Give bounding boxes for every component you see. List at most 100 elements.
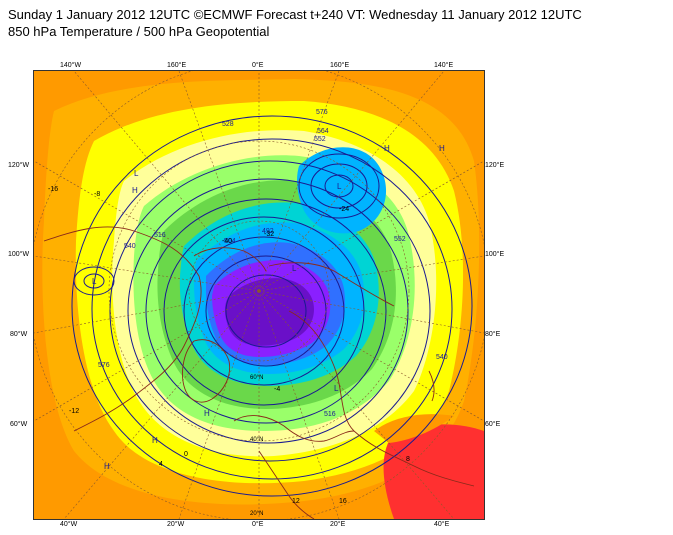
temperature-label: -32 [264, 231, 274, 238]
coast-asia [288, 310, 475, 487]
temperature-label: -24 [339, 206, 349, 213]
forecast-title: Sunday 1 January 2012 12UTC ©ECMWF Forec… [8, 7, 582, 22]
contour-west-low-2 [83, 273, 105, 289]
contour-label-layer: 528 552 564 576 540 516 504 492 576 552 … [98, 109, 448, 418]
meridian-160e [258, 71, 340, 292]
tick-bottom-4: 40°E [434, 521, 450, 528]
contour-9 [225, 274, 307, 348]
pressure-center: L [292, 264, 297, 273]
contour-6 [163, 216, 365, 406]
pressure-center: H [152, 436, 158, 445]
contour-label: 516 [154, 232, 166, 239]
meridian-120w [34, 160, 260, 292]
coast-japan [428, 370, 435, 402]
contour-label: 576 [98, 362, 110, 369]
meridian-120e [258, 160, 484, 292]
tick-bottom-2: 0°E [252, 521, 264, 528]
pressure-center: H [104, 462, 110, 471]
temperature-label: -40 [222, 238, 232, 245]
meridian-60w [34, 290, 260, 422]
contour-label: 540 [124, 243, 136, 250]
tick-left-0: 120°W [8, 162, 30, 169]
forecast-map: 528 552 564 576 540 516 504 492 576 552 … [33, 70, 485, 520]
meridian-20e [258, 290, 340, 519]
temperature-label: 0 [184, 451, 188, 458]
contour-west-low-1 [73, 266, 115, 296]
pressure-center: L [92, 277, 97, 286]
tick-right-3: 60°E [485, 421, 501, 428]
coast-alaska [193, 247, 267, 272]
band-violet [224, 278, 314, 346]
pressure-center: H [439, 144, 445, 153]
forecast-subtitle: 850 hPa Temperature / 500 hPa Geopotenti… [8, 24, 270, 39]
tick-bottom-1: 20°W [167, 521, 185, 528]
pressure-center: L [334, 384, 339, 393]
tick-right-0: 120°E [485, 162, 505, 169]
temperature-label: -12 [69, 408, 79, 415]
contour-label: 528 [222, 121, 234, 128]
tick-top-4: 140°E [434, 62, 454, 69]
contour-3 [109, 160, 431, 462]
tick-left-3: 60°W [10, 421, 28, 428]
contour-7 [183, 236, 345, 386]
tick-right-1: 100°E [485, 251, 505, 258]
pressure-center-layer: H L H L H H H L H L L [92, 144, 445, 471]
contour-label: 540 [436, 354, 448, 361]
contour-label: 504 [224, 238, 236, 245]
tick-top-0: 140°W [60, 62, 82, 69]
coast-north-america [43, 226, 202, 432]
latitude-label: 40°N [250, 437, 263, 443]
tick-left-1: 100°W [8, 251, 30, 258]
coastlines [43, 226, 475, 519]
latitude-label: 60°N [250, 375, 263, 381]
meridian-160w [178, 71, 260, 292]
contour-5 [145, 198, 387, 424]
geopotential-contours [71, 115, 473, 497]
tick-bottom-0: 40°W [60, 521, 78, 528]
pressure-center: L [134, 169, 139, 178]
latitude-label: 20°N [250, 511, 263, 517]
meridian-60e [258, 290, 484, 422]
temperature-label: -8 [94, 191, 100, 198]
contour-east-low-2 [310, 163, 368, 209]
tick-top-2: 0°E [252, 62, 264, 69]
coast-greenland [182, 339, 231, 403]
tick-left-2: 80°W [10, 331, 28, 338]
temperature-label: 16 [339, 498, 347, 505]
contour-label: 552 [394, 236, 406, 243]
band-hot-southeast [383, 424, 484, 519]
tick-right-2: 80°E [485, 331, 501, 338]
contour-label: 576 [316, 109, 328, 116]
map-canvas: 528 552 564 576 540 516 504 492 576 552 … [34, 71, 484, 519]
pressure-center: H [132, 186, 138, 195]
temperature-field [42, 79, 484, 519]
latitude-label-layer: 60°N 40°N 20°N [250, 375, 263, 517]
lat-circle-40 [108, 140, 410, 442]
tick-top-1: 160°E [167, 62, 187, 69]
tick-bottom-3: 20°E [330, 521, 346, 528]
pressure-center: H [384, 144, 390, 153]
contour-4 [127, 178, 409, 444]
temperature-label: -4 [274, 386, 280, 393]
meridian-100w [34, 255, 260, 292]
pressure-center: H [204, 409, 210, 418]
tick-top-3: 160°E [330, 62, 350, 69]
temperature-label: 4 [159, 461, 163, 468]
temperature-label-layer: -8 -16 -24 -32 -40 8 16 0 -4 12 -12 4 [48, 186, 410, 505]
meridian-100e [258, 255, 484, 292]
contour-label: 552 [314, 136, 326, 143]
contour-east-low-1 [298, 153, 380, 219]
meridian-20w [178, 290, 260, 519]
contour-2 [91, 138, 453, 480]
temperature-label: -16 [48, 186, 58, 193]
band-warm-southeast [374, 414, 454, 443]
temperature-label: 12 [292, 498, 300, 505]
coast-europe [233, 415, 355, 442]
contour-label: 516 [324, 411, 336, 418]
pressure-center: L [337, 182, 342, 191]
contour-label: 564 [317, 128, 329, 135]
temperature-label: 8 [406, 456, 410, 463]
coast-siberia [268, 262, 395, 307]
graticule [34, 71, 484, 519]
coast-africa [258, 450, 315, 519]
